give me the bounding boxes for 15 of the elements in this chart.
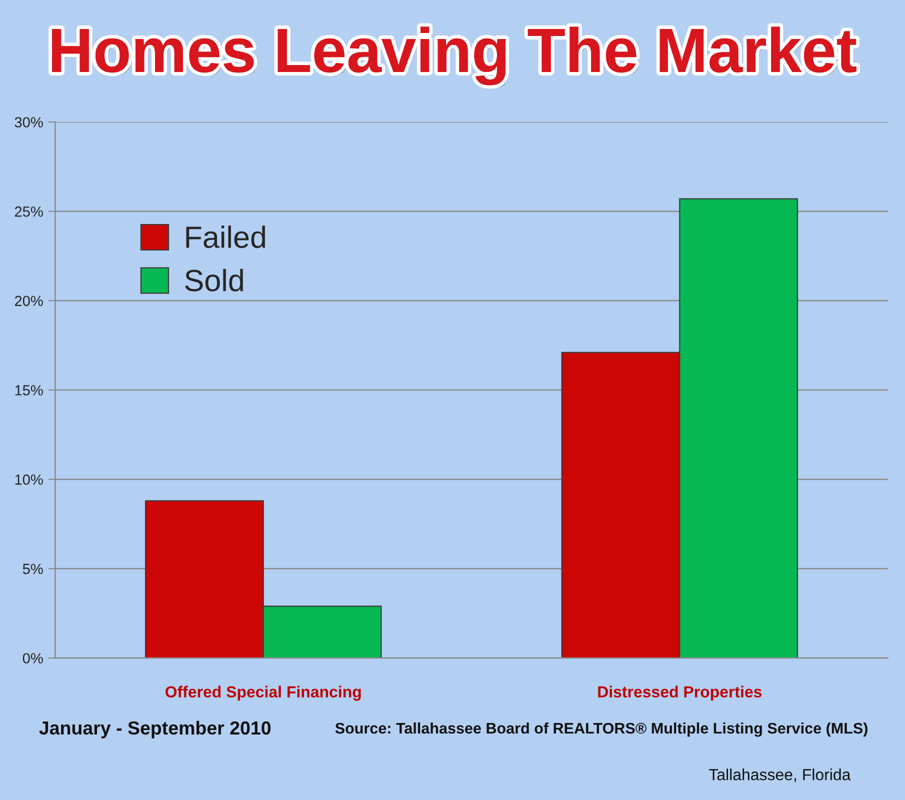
legend-label: Failed: [186, 226, 266, 248]
y-tick-label: 25%: [14, 206, 43, 217]
y-tick-label: 15%: [15, 385, 43, 396]
legend-label: Sold: [185, 268, 243, 292]
text: Tallahassee, Florida: [709, 768, 851, 782]
y-tick-label: 30%: [14, 117, 43, 128]
text: January - September 2010: [39, 720, 271, 738]
y-tick-label: 10%: [15, 474, 43, 485]
x-tick-label: Offered Special Financing: [166, 686, 361, 701]
y-tick-label: 20%: [14, 296, 43, 306]
x-tick-label: Distressed Properties: [598, 686, 762, 701]
chart-title: Homes Leaving The Market: [52, 26, 860, 88]
y-tick-label: 0%: [22, 653, 43, 664]
source-note: Source: Tallahassee Board of REALTORS® Multiple Listing Service (MLS): [335, 722, 868, 737]
y-tick-label: 5%: [22, 564, 43, 574]
